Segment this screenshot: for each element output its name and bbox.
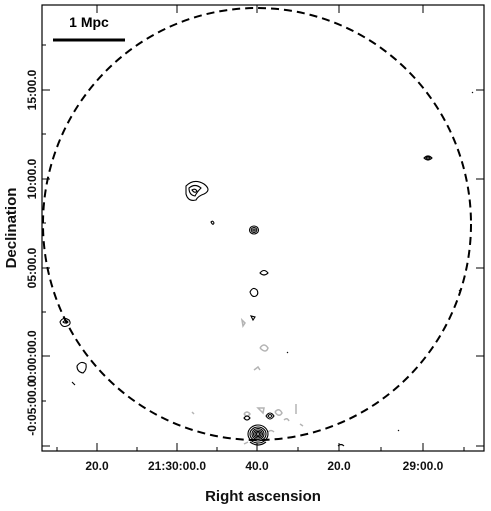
negative-contour: [267, 429, 275, 433]
y-tick-label: 15:00.0: [25, 69, 39, 110]
negative-contours: [191, 317, 304, 445]
positive-contour: [248, 225, 260, 235]
positive-contour: [255, 432, 261, 436]
y-ticks-left: [42, 44, 50, 447]
y-tick-label: 0:00:00.0: [25, 330, 39, 382]
scale-bar-label: 1 Mpc: [69, 14, 109, 30]
positive-contour: [267, 413, 273, 419]
negative-contour: [243, 411, 251, 417]
positive-contour: [210, 220, 215, 225]
positive-contour: [249, 426, 267, 442]
positive-contour: [252, 429, 264, 439]
positive-contour: [337, 443, 345, 447]
positive-contour: [252, 228, 256, 232]
positive-contour: [254, 430, 262, 438]
x-tick-labels: 20.0 21:30:00.0 40.0 20.0 29:00.0: [85, 459, 443, 473]
positive-contour: [188, 184, 202, 197]
y-tick-label: 05:00.0: [25, 247, 39, 288]
positive-contour: [425, 156, 431, 160]
x-ticks-top: [96, 5, 424, 13]
negative-contour: [240, 317, 246, 328]
negative-contour: [274, 409, 283, 416]
y-tick-labels: 15:00.0 10:00.0 05:00.0 0:00:00.0 -0:05:…: [25, 69, 39, 435]
positive-contour: [247, 424, 269, 444]
positive-contour: [423, 155, 433, 161]
negative-contour: [243, 441, 249, 445]
positive-contour: [76, 361, 87, 374]
x-tick-label: 29:00.0: [403, 459, 444, 473]
positive-contour: [249, 441, 267, 446]
x-ticks-bottom: [56, 443, 465, 451]
y-ticks-right: [476, 89, 484, 447]
positive-contour: [191, 188, 198, 193]
positive-contour: [71, 381, 76, 386]
positive-contour: [62, 319, 69, 324]
positive-contour: [259, 269, 269, 276]
negative-contour: [259, 344, 269, 352]
negative-contour: [253, 365, 261, 371]
plot-frame: [41, 4, 485, 452]
negative-contour: [256, 407, 265, 415]
positive-contour: [249, 287, 259, 298]
negative-contour: [283, 417, 290, 422]
x-tick-label: 20.0: [85, 459, 109, 473]
positive-contour: [286, 351, 289, 354]
positive-contour: [397, 429, 400, 432]
y-tick-label: -0:05:00.0: [25, 380, 39, 436]
x-tick-label: 20.0: [327, 459, 351, 473]
positive-contour: [265, 412, 275, 420]
negative-contour: [191, 411, 195, 415]
positive-contours: [59, 91, 474, 447]
positive-contour: [458, 289, 461, 292]
positive-contour: [243, 415, 251, 421]
positive-contour: [471, 91, 474, 94]
x-tick-label: 21:30:00.0: [148, 459, 206, 473]
field-circle: [42, 7, 472, 441]
x-tick-label: 40.0: [245, 459, 269, 473]
positive-contour: [59, 317, 71, 328]
positive-contour: [251, 427, 265, 441]
y-axis-title: Declination: [3, 188, 20, 269]
y-tick-label: 10:00.0: [25, 158, 39, 199]
positive-contour: [250, 226, 258, 234]
negative-contour: [299, 423, 304, 427]
x-axis-title: Right ascension: [205, 488, 321, 505]
positive-contour: [249, 315, 256, 322]
positive-contour: [185, 180, 209, 201]
